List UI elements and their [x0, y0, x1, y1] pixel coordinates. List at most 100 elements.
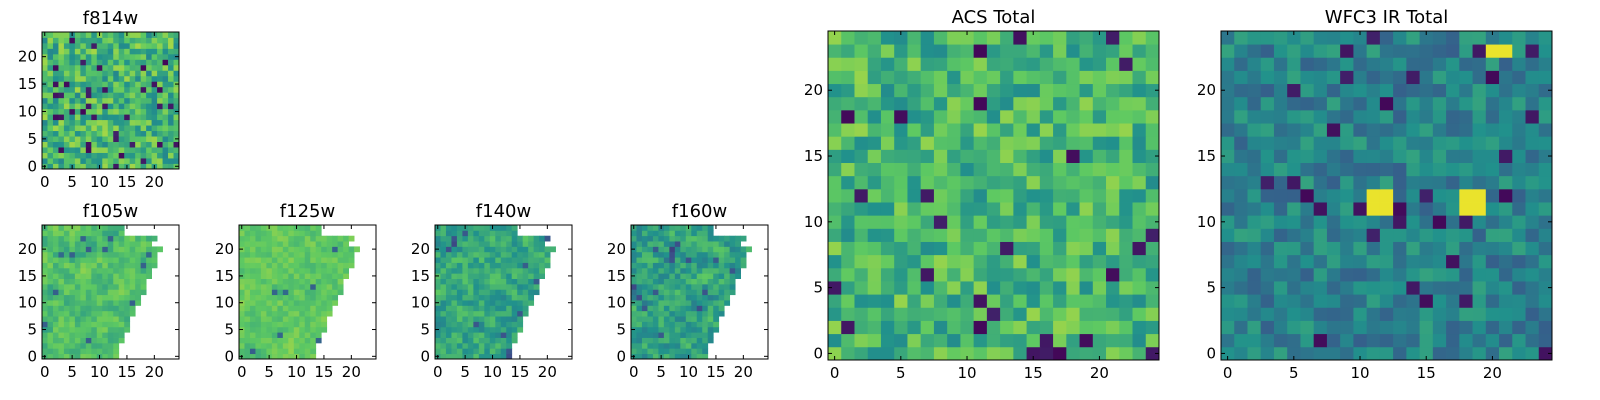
heatmap-cell [146, 152, 152, 159]
heatmap-cell [332, 246, 339, 253]
heatmap-cell [696, 300, 703, 306]
heatmap-cell [58, 267, 65, 274]
heatmap-cell [696, 332, 703, 338]
heatmap-cell [118, 125, 125, 132]
heatmap-cell [1119, 136, 1133, 150]
heatmap-cell [658, 310, 665, 317]
heatmap-cell [162, 152, 169, 159]
heatmap-cell [522, 283, 529, 290]
heatmap-cell [63, 64, 70, 71]
heatmap-cell [74, 37, 81, 44]
heatmap-cell [1221, 254, 1235, 269]
heatmap-cell [1013, 31, 1027, 45]
heatmap-cell [1313, 333, 1328, 348]
heatmap-cell [1119, 281, 1133, 295]
heatmap-cell [495, 230, 502, 237]
heatmap-cell [484, 305, 491, 312]
heatmap-cell [647, 241, 654, 247]
heatmap-cell [113, 262, 120, 269]
heatmap-cell [58, 141, 65, 148]
heatmap-cell [332, 257, 339, 263]
heatmap-cell [91, 130, 98, 137]
heatmap-cell [907, 123, 922, 137]
heatmap-cell [260, 289, 267, 296]
heatmap-cell [960, 333, 975, 348]
heatmap-cell [484, 289, 491, 296]
heatmap-cell [63, 81, 70, 88]
heatmap-cell [1106, 228, 1120, 242]
heatmap-cell [1092, 31, 1107, 45]
heatmap-cell [69, 262, 76, 269]
heatmap-cell [140, 163, 147, 170]
heatmap-cell [288, 310, 295, 317]
heatmap-cell [1145, 320, 1160, 335]
heatmap-cell [724, 235, 731, 242]
heatmap-cell [707, 316, 714, 322]
heatmap-cell [495, 289, 502, 296]
heatmap-cell [74, 152, 81, 159]
heatmap-cell [1525, 346, 1540, 361]
heatmap-cell [91, 326, 98, 333]
heatmap-cell [729, 235, 736, 242]
heatmap-cell [1446, 320, 1460, 335]
heatmap-cell [707, 337, 714, 344]
heatmap-cell [1053, 70, 1067, 85]
heatmap-cell [880, 175, 895, 190]
heatmap-cell [85, 86, 92, 93]
heatmap-cell [288, 321, 295, 328]
heatmap-cell [729, 262, 736, 269]
heatmap-cell [1221, 281, 1235, 295]
heatmap-cell [42, 70, 48, 77]
heatmap-cell [146, 108, 152, 115]
heatmap-cell [343, 235, 349, 242]
heatmap-cell [696, 289, 703, 296]
heatmap-cell [282, 230, 289, 237]
heatmap-cell [1039, 44, 1054, 58]
heatmap-cell [960, 281, 975, 295]
heatmap-cell [1525, 44, 1540, 58]
heatmap-cell [933, 109, 948, 124]
heatmap-cell [691, 348, 698, 355]
heatmap-cell [986, 215, 1001, 229]
heatmap-cell [489, 294, 496, 301]
heatmap-cell [1053, 346, 1067, 361]
heatmap-cell [277, 241, 284, 247]
heatmap-cell [1287, 96, 1301, 111]
heatmap-cell [80, 103, 87, 110]
heatmap-cell [293, 230, 300, 237]
y-tick-label: 5 [224, 321, 234, 339]
heatmap-cell [500, 235, 507, 242]
heatmap-cell [63, 289, 70, 296]
heatmap-cell [58, 64, 65, 71]
heatmap-cell [473, 310, 480, 317]
heatmap-cell [343, 262, 349, 269]
heatmap-cell [124, 305, 131, 312]
heatmap-cell [315, 326, 322, 333]
heatmap-cell [80, 32, 87, 38]
heatmap-cell [484, 332, 491, 338]
heatmap-cell [1432, 44, 1447, 58]
heatmap-cell [249, 348, 256, 355]
heatmap-cell [288, 294, 295, 301]
heatmap-cell [973, 320, 988, 335]
x-tick-label: 0 [40, 363, 50, 381]
heatmap-cell [80, 125, 87, 132]
heatmap-cell [282, 257, 289, 263]
heatmap-cell [451, 241, 458, 247]
heatmap-cell [691, 300, 698, 306]
heatmap-cell [113, 163, 120, 170]
heatmap-cell [63, 130, 70, 137]
heatmap-cell [478, 278, 485, 285]
heatmap-cell [1092, 294, 1107, 308]
heatmap-cell [1026, 162, 1041, 177]
heatmap-cell [146, 70, 152, 77]
heatmap-cell [960, 320, 975, 335]
heatmap-cell [74, 108, 81, 115]
heatmap-cell [58, 70, 65, 77]
heatmap-cell [440, 257, 447, 263]
heatmap-cell [506, 235, 513, 242]
heatmap-cell [484, 225, 491, 231]
heatmap-cell [80, 241, 87, 247]
heatmap-cell [1326, 333, 1341, 348]
heatmap-cell [47, 108, 54, 115]
